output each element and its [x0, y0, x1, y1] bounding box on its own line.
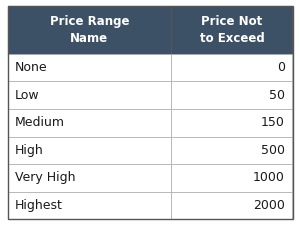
Text: Highest: Highest [15, 199, 63, 212]
Bar [8, 54, 171, 81]
Bar [171, 164, 292, 192]
Text: 2000: 2000 [253, 199, 285, 212]
Bar [171, 6, 292, 54]
Text: Price Range
Name: Price Range Name [50, 15, 129, 45]
Bar [171, 137, 292, 164]
Bar [171, 109, 292, 137]
Text: Price Not
to Exceed: Price Not to Exceed [200, 15, 264, 45]
Bar [8, 137, 171, 164]
Bar [171, 54, 292, 81]
Text: Very High: Very High [15, 171, 76, 184]
Text: Low: Low [15, 89, 40, 102]
Bar [8, 164, 171, 192]
Text: Medium: Medium [15, 116, 65, 129]
Text: None: None [15, 61, 48, 74]
Bar [8, 81, 171, 109]
Text: 150: 150 [261, 116, 285, 129]
Bar [171, 81, 292, 109]
Text: High: High [15, 144, 44, 157]
Text: 50: 50 [269, 89, 285, 102]
Text: 1000: 1000 [253, 171, 285, 184]
Bar [8, 109, 171, 137]
Text: 0: 0 [277, 61, 285, 74]
Bar [8, 6, 171, 54]
Bar [171, 192, 292, 219]
Text: 500: 500 [261, 144, 285, 157]
Bar [8, 192, 171, 219]
